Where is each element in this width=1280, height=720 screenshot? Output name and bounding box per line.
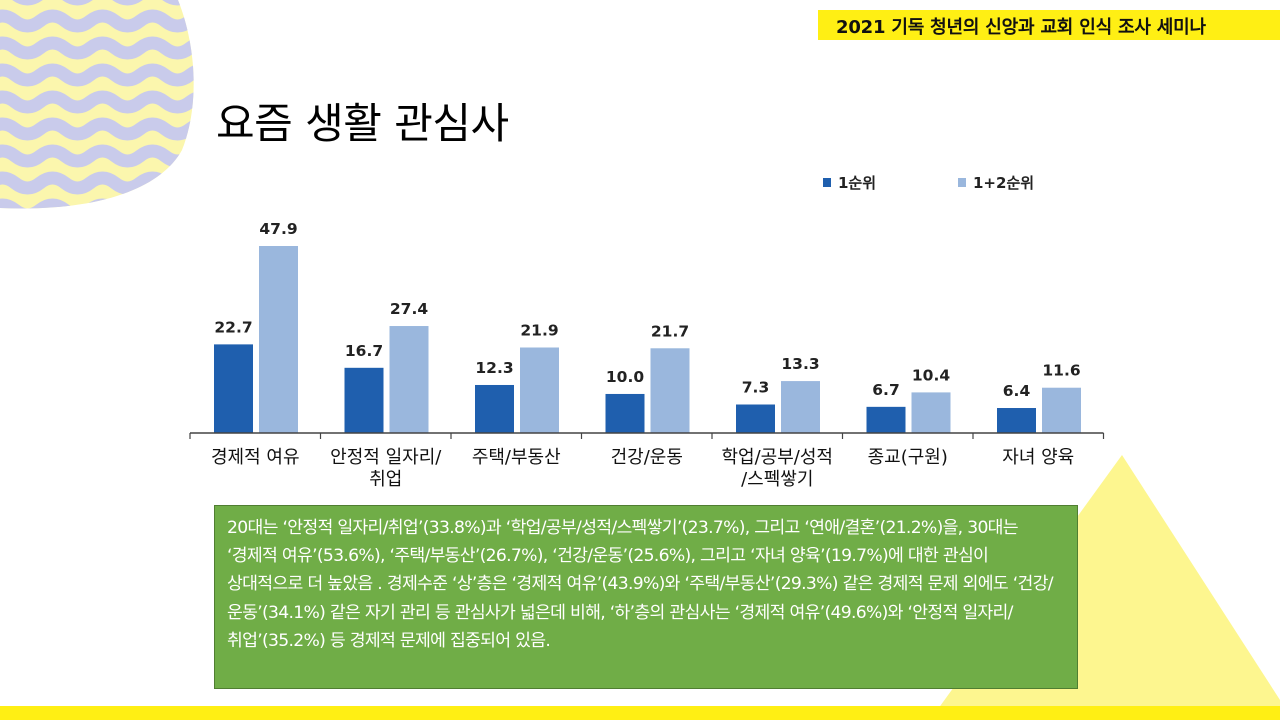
data-label: 21.9 — [520, 322, 558, 340]
category-label: 안정적 일자리/ — [330, 447, 442, 468]
legend-swatch — [823, 178, 831, 187]
summary-textbox: 20대는 ‘안정적 일자리/취업’(33.8%)과 ‘학업/공부/성적/스펙쌓기… — [214, 505, 1078, 689]
category-label: 주택/부동산 — [472, 447, 561, 468]
category-label: 학업/공부/성적 — [722, 447, 834, 468]
data-label: 16.7 — [345, 342, 383, 360]
wave-line — [0, 36, 194, 60]
bar-rank1-6 — [997, 408, 1036, 433]
category-label: 건강/운동 — [611, 447, 683, 468]
seminar-title: 2021 기독 청년의 신앙과 교회 인식 조사 세미나 — [836, 17, 1206, 38]
wave-line — [0, 9, 194, 33]
decorative-wave-shape — [0, 0, 194, 209]
bar-rank1-3 — [605, 393, 645, 433]
page-title: 요즘 생활 관심사 — [216, 99, 509, 148]
data-label: 6.4 — [1003, 382, 1031, 400]
chart-bars — [214, 246, 1081, 433]
data-label: 12.3 — [475, 359, 513, 377]
chart-data-labels: 22.7 16.7 12.3 10.0 7.3 6.7 6.4 47.9 27.4 21.9 21.… — [214, 220, 1080, 400]
data-label: 6.7 — [872, 381, 899, 399]
data-label: 27.4 — [390, 300, 428, 318]
x-axis-category-labels: 경제적 여유 안정적 일자리/취업 주택/부동산 건강/운동 학업/공부/성적/스펙쌓기… — [211, 447, 1074, 490]
data-label: 13.3 — [781, 355, 819, 373]
category-label: 자녀 양육 — [1002, 447, 1074, 468]
bar-rank1-2-5 — [911, 392, 951, 433]
summary-text: 20대는 ‘안정적 일자리/취업’(33.8%)과 ‘학업/공부/성적/스펙쌓기… — [227, 518, 1054, 651]
bar-rank1-2-3 — [650, 348, 690, 433]
wave-line — [0, 90, 194, 114]
bar-rank1-5 — [866, 406, 906, 433]
bar-rank1-2-4 — [781, 381, 820, 433]
bar-rank1-2-6 — [1042, 387, 1081, 433]
category-label: /스펙쌓기 — [741, 469, 813, 490]
data-label: 7.3 — [742, 379, 769, 397]
data-label: 47.9 — [259, 220, 297, 238]
wave-line — [0, 171, 194, 195]
legend-label: 1+2순위 — [973, 174, 1034, 192]
data-label: 21.7 — [651, 322, 689, 340]
bar-rank1-2-0 — [259, 246, 298, 433]
wave-line — [0, 144, 194, 168]
category-label: 취업 — [369, 469, 402, 490]
category-label: 종교(구원) — [868, 447, 948, 468]
data-label: 10.4 — [912, 366, 950, 384]
bar-rank1-2 — [475, 384, 514, 433]
bar-rank1-4 — [736, 404, 775, 433]
wave-line — [0, 63, 194, 87]
chart-legend: 1순위 1+2순위 — [823, 174, 1034, 192]
bar-chart: 1순위 1+2순위 22.7 16.7 12.3 10.0 7.3 6.7 6.4 47.9 27… — [189, 174, 1105, 490]
data-label: 22.7 — [214, 318, 252, 336]
bar-rank1-1 — [344, 367, 384, 433]
bar-rank1-0 — [214, 344, 253, 433]
data-label: 10.0 — [606, 368, 644, 386]
x-axis-ticks — [189, 433, 1105, 439]
wave-line — [0, 117, 194, 141]
bar-rank1-2-1 — [389, 326, 429, 433]
data-label: 11.6 — [1042, 362, 1080, 380]
bottom-accent-bar — [0, 706, 1280, 720]
category-label: 경제적 여유 — [211, 447, 300, 468]
legend-label: 1순위 — [838, 174, 876, 192]
bar-rank1-2-2 — [520, 347, 559, 433]
header-banner — [818, 10, 1280, 40]
legend-swatch — [958, 178, 966, 187]
